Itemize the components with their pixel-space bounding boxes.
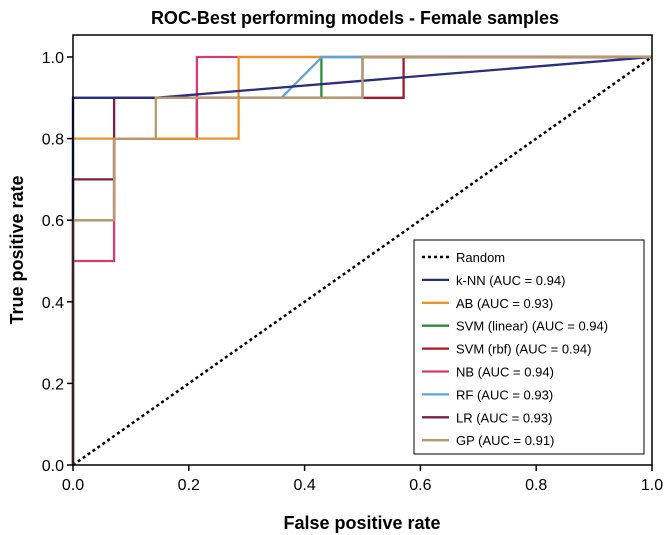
x-tick-label: 0.8 [525, 477, 547, 494]
legend-label-ab-auc-0-93: AB (AUC = 0.93) [456, 296, 553, 311]
y-tick-label: 0.0 [42, 458, 64, 475]
x-axis-label: False positive rate [283, 513, 440, 533]
y-axis-label: True positive rate [7, 175, 27, 324]
y-tick-label: 0.4 [42, 295, 64, 312]
x-tick-label: 0.6 [409, 477, 431, 494]
y-tick-label: 0.2 [42, 376, 64, 393]
y-tick-label: 0.6 [42, 213, 64, 230]
axis-ticks: 0.0 0.2 0.4 0.6 0.8 1.0 0.0 0.2 0.4 0.6 0.8 1.0 [42, 50, 663, 494]
x-tick-label: 0.0 [62, 477, 84, 494]
legend-label-rf-auc-0-93: RF (AUC = 0.93) [456, 387, 553, 402]
legend-label-random: Random [456, 250, 505, 265]
x-tick-label: 1.0 [641, 477, 663, 494]
legend-label-k-nn-auc-0-94: k-NN (AUC = 0.94) [456, 273, 565, 288]
legend-label-svm-rbf-auc-0-94: SVM (rbf) (AUC = 0.94) [456, 342, 591, 357]
legend-label-gp-auc-0-91: GP (AUC = 0.91) [456, 433, 554, 448]
plot-area [71, 55, 653, 467]
legend-box [413, 239, 645, 455]
y-tick-label: 0.8 [42, 132, 64, 149]
legend-label-svm-linear-auc-0-94: SVM (linear) (AUC = 0.94) [456, 319, 608, 334]
chart-title: ROC-Best performing models - Female samp… [151, 8, 559, 28]
x-tick-label: 0.2 [178, 477, 200, 494]
series-line-random [72, 55, 653, 467]
legend: Random k-NN (AUC = 0.94) AB (AUC = 0.93) SV… [413, 239, 645, 455]
plot-frame [72, 34, 653, 466]
y-tick-label: 1.0 [42, 50, 64, 67]
x-tick-label: 0.4 [293, 477, 315, 494]
legend-label-lr-auc-0-93: LR (AUC = 0.93) [456, 410, 552, 425]
series-line-gp-auc-0-91 [71, 55, 652, 465]
legend-label-nb-auc-0-94: NB (AUC = 0.94) [456, 365, 554, 380]
